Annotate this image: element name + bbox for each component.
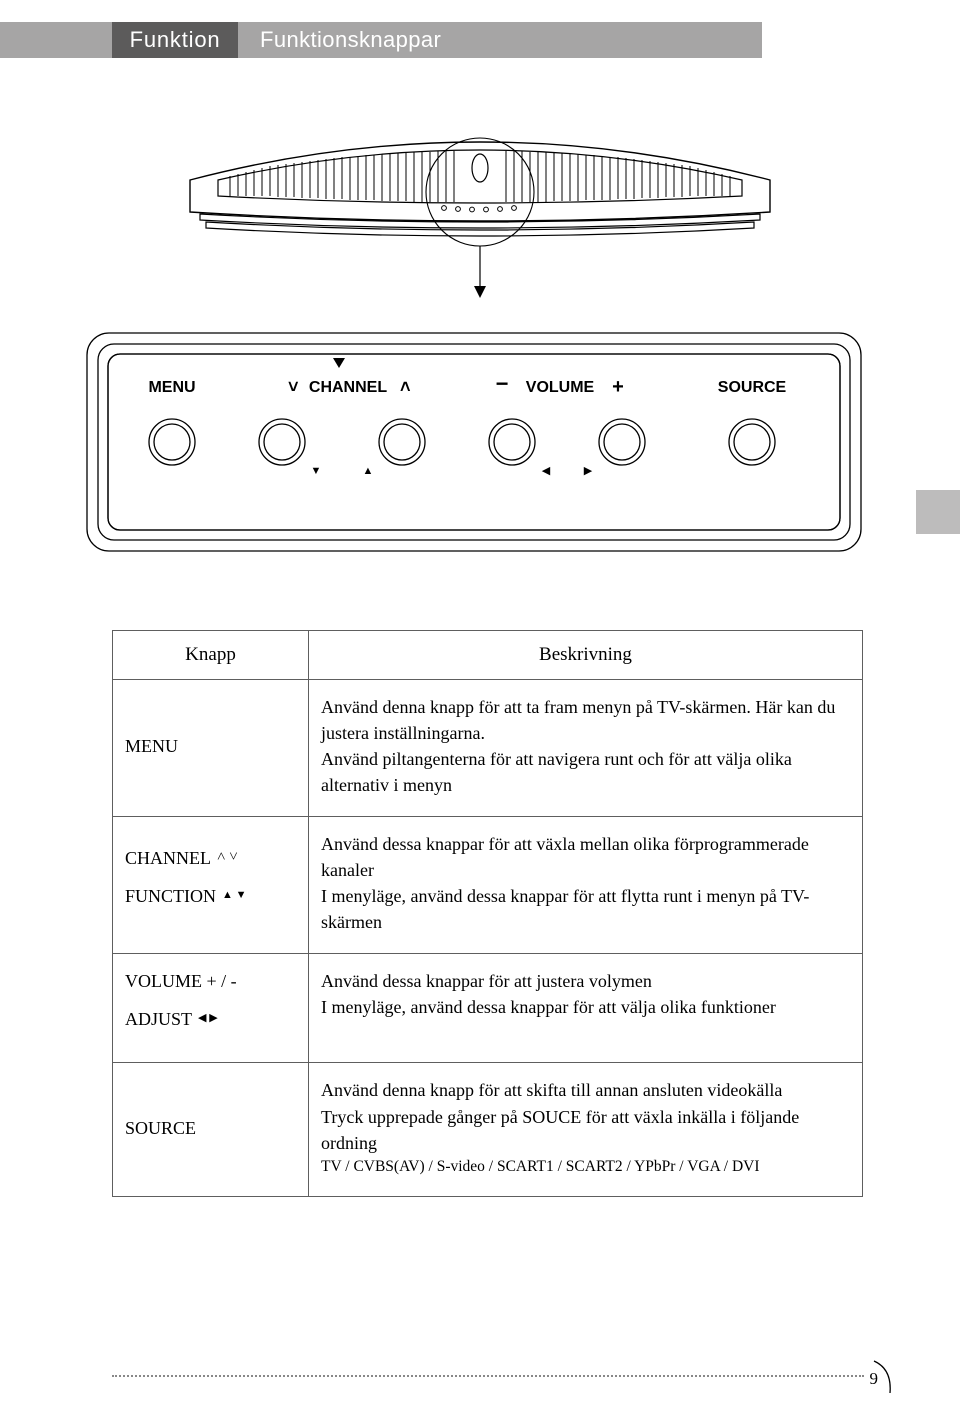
row-label-function: FUNCTION — [125, 883, 216, 909]
col-header-beskrivning: Beskrivning — [309, 631, 863, 680]
menu-desc-2: Använd piltangenterna för att navigera r… — [321, 746, 850, 798]
source-desc-3: TV / CVBS(AV) / S-video / SCART1 / SCART… — [321, 1156, 850, 1178]
svg-text:MENU: MENU — [148, 379, 195, 396]
description-table: Knapp Beskrivning MENU Använd denna knap… — [112, 630, 863, 1197]
menu-desc-1: Använd denna knapp för att ta fram menyn… — [321, 694, 850, 746]
volume-desc-1: Använd dessa knappar för att justera vol… — [321, 968, 850, 994]
volume-desc-2: I menyläge, använd dessa knappar för att… — [321, 994, 850, 1020]
header-tab: Funktion — [112, 22, 238, 58]
svg-text:−: − — [496, 371, 509, 396]
svg-text:+: + — [612, 376, 624, 398]
svg-text:▶: ▶ — [584, 465, 593, 477]
source-desc-1: Använd denna knapp för att skifta till a… — [321, 1077, 850, 1103]
svg-text:SOURCE: SOURCE — [718, 379, 787, 396]
source-desc-2: Tryck upprepade gånger på SOUCE för att … — [321, 1104, 850, 1156]
svg-text:VOLUME: VOLUME — [526, 379, 595, 396]
side-marker — [916, 490, 960, 534]
control-panel-diagram: MENU CHANNEL VOLUME SOURCE ˅ ˄ − + — [84, 330, 864, 554]
svg-text:˄: ˄ — [400, 377, 411, 397]
device-top-diagram — [180, 130, 780, 305]
channel-desc-1: Använd dessa knappar för att växla mella… — [321, 831, 850, 883]
table-row: VOLUME + / - ADJUST ◀ ▶ Använd dessa kna… — [113, 954, 863, 1063]
svg-text:CHANNEL: CHANNEL — [309, 379, 387, 396]
svg-text:˅: ˅ — [288, 377, 299, 397]
row-label-volume: VOLUME + / - — [125, 968, 237, 994]
table-row: CHANNEL ˄ ˅ FUNCTION ▲ ▼ Använd dessa kn… — [113, 816, 863, 953]
col-header-knapp: Knapp — [113, 631, 309, 680]
footer-divider — [112, 1375, 864, 1377]
channel-desc-2: I menyläge, använd dessa knappar för att… — [321, 883, 850, 935]
header-subtitle: Funktionsknappar — [256, 22, 441, 58]
row-label-channel: CHANNEL — [125, 845, 211, 871]
row-label-menu: MENU — [125, 736, 178, 756]
svg-text:▼: ▼ — [311, 465, 322, 477]
svg-text:◀: ◀ — [542, 465, 551, 477]
svg-text:▲: ▲ — [363, 465, 374, 477]
table-row: MENU Använd denna knapp för att ta fram … — [113, 679, 863, 816]
page-curl-icon — [872, 1359, 896, 1395]
row-label-adjust: ADJUST — [125, 1006, 192, 1032]
row-label-source: SOURCE — [125, 1118, 196, 1138]
table-row: SOURCE Använd denna knapp för att skifta… — [113, 1063, 863, 1197]
